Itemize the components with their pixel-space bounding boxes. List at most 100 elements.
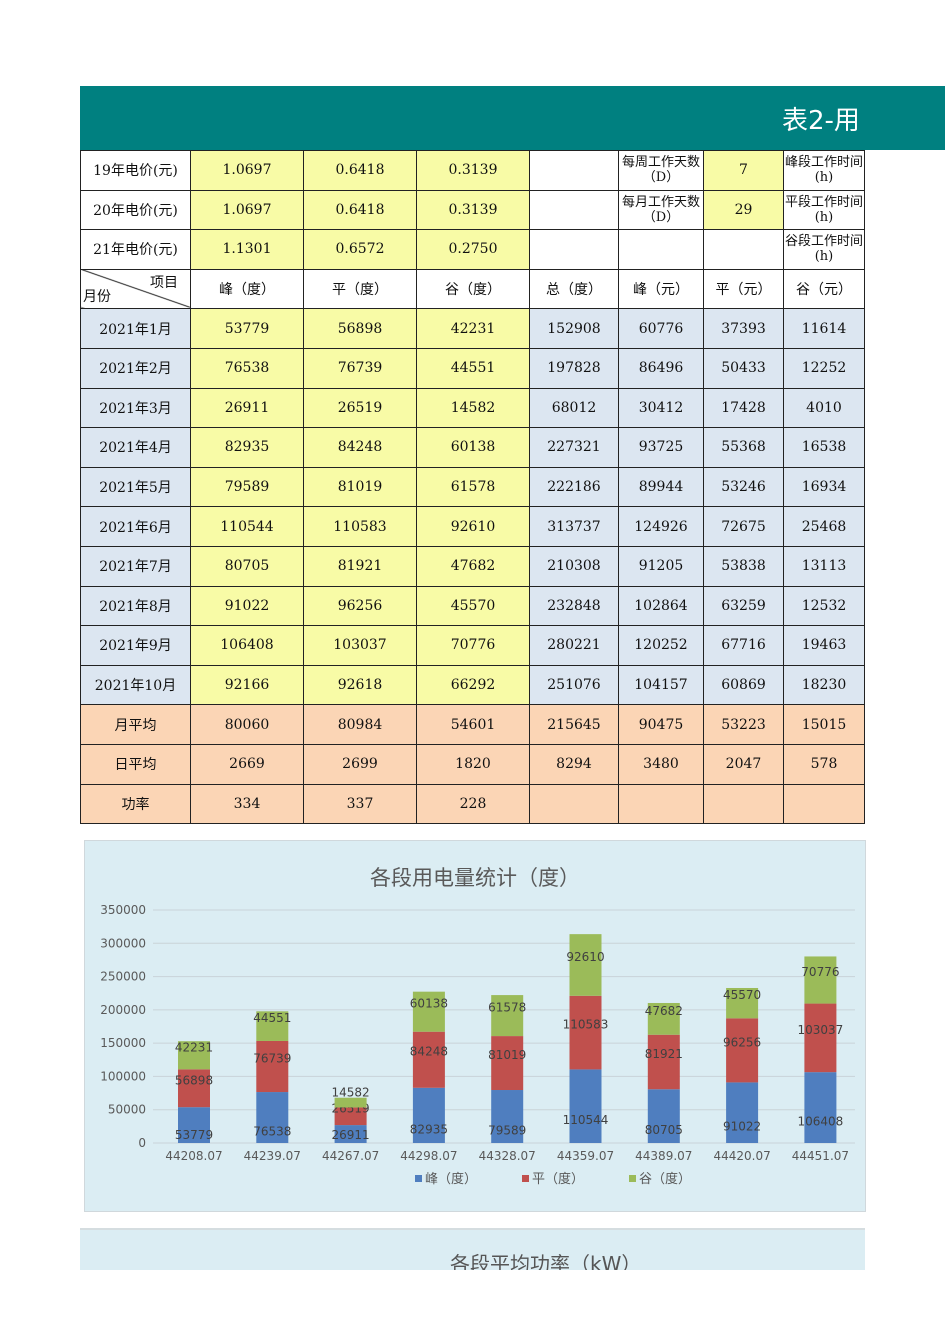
cell: 334: [190, 783, 304, 825]
cell: 104157: [618, 664, 704, 706]
cell: 86496: [618, 347, 704, 389]
data-label: 81921: [645, 1047, 683, 1061]
cell: 60138: [416, 427, 530, 468]
cell: 110583: [303, 506, 417, 547]
data-label: 80705: [645, 1123, 683, 1137]
x-tick-label: 44267.07: [322, 1149, 379, 1163]
y-tick-label: 250000: [100, 970, 146, 984]
month-label: 2021年10月: [80, 664, 191, 706]
data-label: 42231: [175, 1040, 213, 1054]
bar-segment: [178, 1107, 210, 1143]
cell: 81019: [303, 466, 417, 508]
table-row: 2021年2月 76538 76739 44551 197828 86496 50433 12…: [80, 347, 865, 389]
flat-price: 0.6418: [303, 150, 417, 191]
column-header: 峰（度）: [190, 268, 304, 310]
x-tick-label: 44389.07: [635, 1149, 692, 1163]
data-label: 53779: [175, 1128, 213, 1142]
cell: 11614: [783, 308, 865, 349]
summary-row: 功率 334 337 228: [80, 783, 865, 825]
cell: 53779: [190, 308, 304, 349]
table-row: 2021年6月 110544 110583 92610 313737 124926 7267…: [80, 506, 865, 547]
cell: 15015: [783, 704, 865, 745]
cell: 227321: [529, 427, 619, 468]
bar-segment: [491, 1036, 524, 1091]
data-label: 60138: [410, 997, 448, 1011]
data-label: 103037: [797, 1023, 843, 1037]
legend-swatch: [629, 1175, 636, 1182]
price-row: 20年电价(元) 1.0697 0.6418 0.3139 每月工作天数（D） 29 平段工…: [80, 189, 865, 231]
bar-segment: [178, 1041, 210, 1070]
cell: 102864: [618, 585, 704, 627]
data-label: 91022: [723, 1120, 761, 1134]
bar-segment: [647, 1002, 680, 1035]
cell: 19463: [783, 625, 865, 666]
cell: 76538: [190, 347, 304, 389]
diag-top-label: 项目: [150, 274, 178, 291]
info-value: [703, 229, 784, 270]
data-label: 70776: [801, 965, 839, 979]
cell: 37393: [703, 308, 784, 349]
cell: 66292: [416, 664, 530, 706]
peak-price: 1.1301: [190, 229, 304, 270]
cell: 76739: [303, 347, 417, 389]
cell: 30412: [618, 387, 704, 429]
cell: 80705: [190, 545, 304, 587]
cell: 16538: [783, 427, 865, 468]
cell: 81921: [303, 545, 417, 587]
info-value: 29: [703, 189, 784, 231]
cell: 2699: [303, 743, 417, 785]
valley-price: 0.2750: [416, 229, 530, 270]
data-label: 92610: [566, 950, 604, 964]
cell: 106408: [190, 625, 304, 666]
summary-label: 月平均: [80, 704, 191, 745]
empty-cell: [529, 189, 619, 231]
title-banner: 表2-用: [80, 86, 945, 150]
bar-segment: [569, 995, 602, 1070]
empty-cell: [529, 229, 619, 270]
cell: 42231: [416, 308, 530, 349]
cell: [529, 783, 619, 825]
data-label: 110583: [563, 1018, 609, 1032]
bar-segment: [334, 1125, 367, 1143]
cell: 91022: [190, 585, 304, 627]
cell: 110544: [190, 506, 304, 547]
data-label: 45570: [723, 988, 761, 1002]
bar-segment: [491, 995, 524, 1037]
cell: 280221: [529, 625, 619, 666]
cell: 4010: [783, 387, 865, 429]
cell: 79589: [190, 466, 304, 508]
table-row: 2021年10月 92166 92618 66292 251076 104157 60869…: [80, 664, 865, 706]
energy-usage-chart: 各段用电量统计（度） 0 50000 100000 150000 200000 250000…: [84, 840, 866, 1212]
month-label: 2021年4月: [80, 427, 191, 468]
cell: 54601: [416, 704, 530, 745]
cell: 91205: [618, 545, 704, 587]
y-tick-label: 150000: [100, 1036, 146, 1050]
info-label: [618, 229, 704, 270]
table-row: 2021年8月 91022 96256 45570 232848 102864 63259 1…: [80, 585, 865, 627]
data-label: 76538: [253, 1125, 291, 1139]
x-tick-label: 44359.07: [557, 1149, 614, 1163]
x-tick-label: 44298.07: [400, 1149, 457, 1163]
cell: 16934: [783, 466, 865, 508]
cell: 92610: [416, 506, 530, 547]
chart2-title: 各段平均功率（kW）: [450, 1252, 642, 1270]
price-row: 19年电价(元) 1.0697 0.6418 0.3139 每周工作天数（D） 7 峰段工作…: [80, 150, 865, 191]
cell: 124926: [618, 506, 704, 547]
cell: 44551: [416, 347, 530, 389]
data-label: 106408: [797, 1115, 843, 1129]
info-label: 每周工作天数（D）: [618, 150, 704, 191]
bar-segment: [647, 1034, 680, 1090]
column-header: 峰（元）: [618, 268, 704, 310]
cell: 337: [303, 783, 417, 825]
cell: 90475: [618, 704, 704, 745]
work-hours-label: 平段工作时间(h): [783, 189, 865, 231]
chart-title: 各段用电量统计（度）: [370, 866, 580, 890]
bar-segment: [491, 1090, 524, 1143]
legend-label: 峰（度）: [425, 1171, 477, 1187]
data-label: 79589: [488, 1124, 526, 1138]
cell: 222186: [529, 466, 619, 508]
cell: 84248: [303, 427, 417, 468]
bar-segment: [412, 991, 445, 1032]
cell: 56898: [303, 308, 417, 349]
bar-segment: [334, 1107, 367, 1126]
